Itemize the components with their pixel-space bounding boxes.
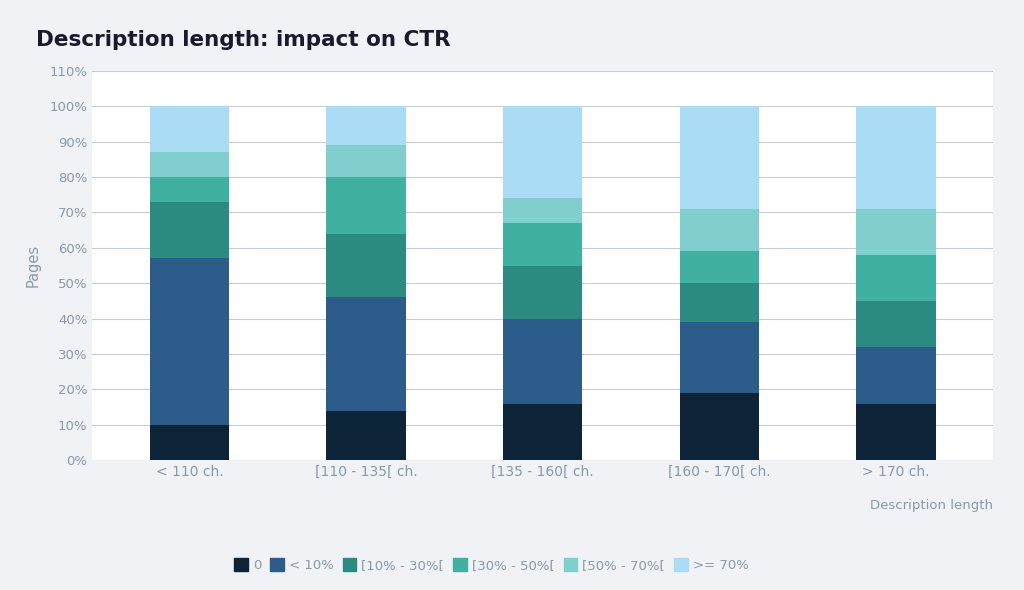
Bar: [327, 106, 406, 145]
Bar: [856, 106, 936, 209]
Bar: [150, 258, 229, 425]
Bar: [503, 106, 583, 198]
Bar: [680, 209, 759, 251]
Bar: [503, 404, 583, 460]
Bar: [150, 152, 229, 177]
Bar: [327, 234, 406, 297]
Bar: [856, 209, 936, 255]
Bar: [503, 223, 583, 266]
Bar: [856, 404, 936, 460]
Bar: [327, 177, 406, 234]
Bar: [503, 198, 583, 223]
Bar: [680, 322, 759, 393]
Bar: [680, 106, 759, 209]
Text: Description length: impact on CTR: Description length: impact on CTR: [36, 30, 451, 50]
Bar: [150, 202, 229, 258]
Bar: [856, 301, 936, 347]
Bar: [327, 297, 406, 411]
Bar: [150, 177, 229, 202]
Bar: [503, 319, 583, 404]
Bar: [680, 393, 759, 460]
Y-axis label: Pages: Pages: [26, 244, 41, 287]
Bar: [856, 347, 936, 404]
Bar: [680, 251, 759, 283]
Legend: 0, < 10%, [10% - 30%[, [30% - 50%[, [50% - 70%[, >= 70%: 0, < 10%, [10% - 30%[, [30% - 50%[, [50%…: [229, 553, 754, 578]
Text: Description length: Description length: [870, 499, 993, 512]
Bar: [856, 255, 936, 301]
Bar: [680, 283, 759, 322]
Bar: [327, 411, 406, 460]
Bar: [150, 106, 229, 152]
Bar: [503, 266, 583, 319]
Bar: [150, 425, 229, 460]
Bar: [327, 145, 406, 177]
